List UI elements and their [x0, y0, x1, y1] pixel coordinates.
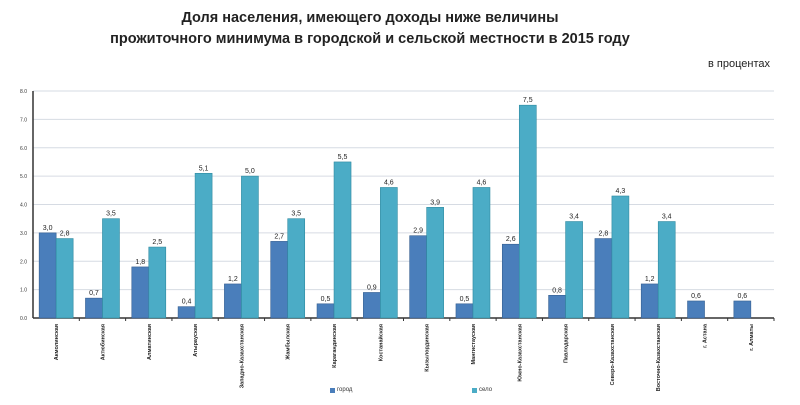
bar-город: [687, 300, 705, 319]
data-label: 4,6: [384, 179, 394, 186]
data-label: 3,9: [430, 199, 440, 206]
data-label: 3,4: [569, 214, 579, 221]
data-label: 0,8: [552, 287, 562, 294]
bar-город: [733, 300, 752, 319]
unit-label: в процентах: [708, 58, 770, 70]
bar-село: [657, 221, 676, 319]
data-label: 4,3: [616, 188, 626, 195]
data-label: 0,5: [321, 296, 331, 303]
data-label: 3,5: [291, 211, 301, 218]
data-label: 1,2: [645, 276, 655, 283]
data-label: 3,5: [106, 211, 116, 218]
data-label: 0,9: [367, 284, 377, 291]
bar-город: [85, 297, 103, 319]
data-label: 7,5: [523, 97, 533, 104]
bar-село: [426, 207, 444, 319]
y-tick-label: 8.0: [20, 89, 27, 95]
bar-город: [316, 303, 335, 319]
y-tick-label: 6.0: [20, 146, 27, 152]
x-tick-label: Северо-Казахстанская: [610, 324, 616, 385]
data-label: 0,7: [89, 290, 99, 297]
x-tick-label: Мангистауская: [471, 324, 477, 365]
bar-город: [363, 292, 381, 319]
data-label: 1,2: [228, 276, 238, 283]
bar-село: [287, 218, 306, 319]
bar-город: [640, 283, 659, 319]
chart-title: Доля населения, имеющего доходы ниже вел…: [181, 10, 559, 26]
x-tick-label: Атырауская: [193, 324, 199, 357]
data-label: 1,8: [135, 259, 145, 266]
data-label: 5,5: [338, 154, 348, 161]
bar-село: [55, 238, 74, 319]
bar-город: [38, 232, 57, 319]
legend-swatch: [330, 387, 335, 393]
bar-село: [333, 161, 352, 319]
data-label: 2,7: [274, 233, 284, 240]
data-label: 5,0: [245, 168, 255, 175]
data-label: 2,9: [413, 228, 423, 235]
data-label: 2,6: [506, 236, 516, 243]
x-tick-label: Жамбылская: [285, 324, 292, 361]
chart-subtitle: прожиточного минимума в городской и сель…: [110, 31, 630, 47]
data-label: 2,8: [60, 231, 70, 238]
data-label: 0,5: [460, 296, 470, 303]
bar-город: [131, 266, 150, 319]
bar-село: [565, 221, 583, 319]
data-label: 2,5: [152, 239, 162, 246]
bar-село: [518, 104, 537, 319]
y-tick-label: 2.0: [20, 259, 27, 265]
x-tick-label: Костанайская: [377, 324, 384, 361]
y-tick-label: 3.0: [20, 231, 27, 237]
data-label: 2,8: [599, 231, 609, 238]
bar-город: [548, 294, 566, 319]
x-tick-label: Павлодарская: [564, 324, 570, 363]
bar-город: [455, 303, 474, 319]
x-tick-label: Актюбинская: [99, 324, 106, 360]
bar-село: [380, 187, 398, 319]
x-tick-label: Восточно-Казахстанская: [656, 324, 662, 391]
data-label: 3,0: [43, 225, 53, 232]
data-label: 0,6: [691, 293, 701, 300]
data-label: 5,1: [199, 165, 209, 172]
bar-город: [177, 306, 196, 319]
x-tick-label: Южно-Казахстанская: [517, 324, 523, 382]
bar-город: [270, 241, 289, 319]
bar-село: [241, 175, 259, 319]
x-tick-label: Кызылординская: [425, 324, 431, 372]
bar-село: [194, 172, 213, 319]
bar-город: [409, 235, 427, 319]
bar-село: [148, 246, 167, 319]
data-label: 0,6: [737, 293, 747, 300]
x-tick-label: Западно-Казахстанская: [239, 324, 245, 388]
legend-swatch: [472, 387, 477, 393]
data-label: 0,4: [182, 299, 192, 306]
x-tick-label: г. Астана: [703, 323, 709, 348]
y-tick-label: 1.0: [20, 288, 27, 294]
data-label: 4,6: [477, 179, 487, 186]
data-label: 3,4: [662, 214, 672, 221]
legend-label: город: [337, 387, 353, 393]
x-tick-label: Акмолинская: [54, 324, 60, 360]
bar-город: [224, 283, 242, 319]
bar-село: [472, 187, 491, 319]
bar-село: [102, 218, 120, 319]
y-tick-label: 4.0: [20, 203, 27, 209]
y-tick-label: 5.0: [20, 174, 27, 180]
legend-item-city: город: [330, 387, 352, 393]
legend-item-village: село: [472, 387, 492, 393]
bar-город: [501, 243, 520, 319]
bar-село: [611, 195, 630, 319]
legend-label: село: [479, 387, 493, 393]
bar-город: [594, 238, 613, 319]
x-tick-label: Алматинская: [147, 324, 153, 360]
x-tick-label: Карагандинская: [332, 324, 338, 368]
y-tick-label: 0.0: [20, 316, 27, 322]
y-tick-label: 7.0: [20, 117, 27, 123]
x-tick-label: г. Алматы: [749, 324, 755, 351]
